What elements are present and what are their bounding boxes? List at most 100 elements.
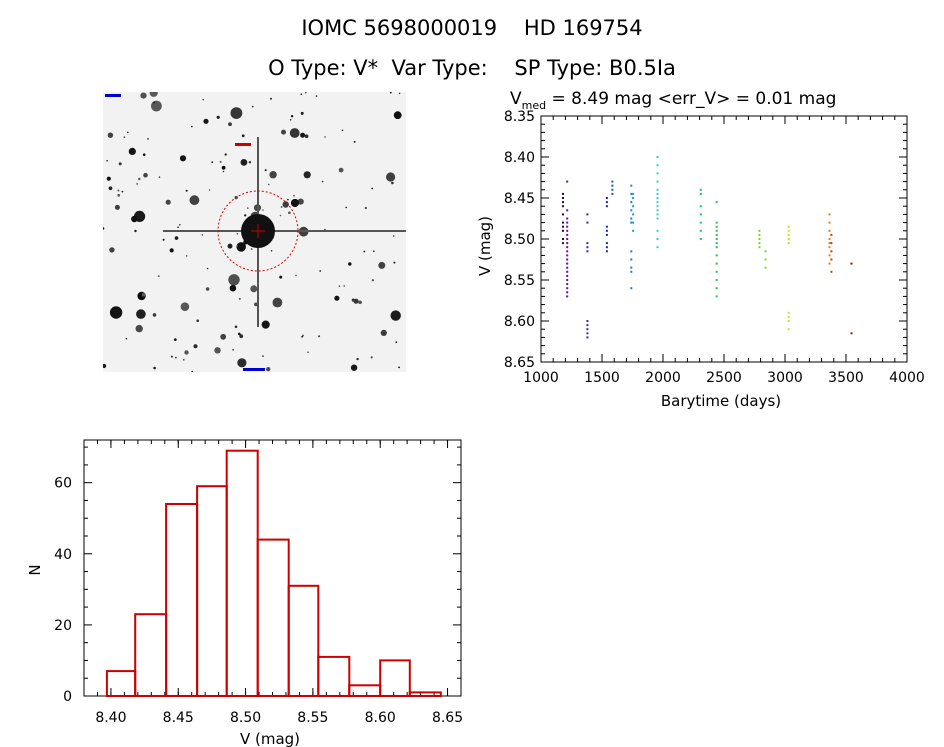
field-star — [189, 195, 200, 206]
data-point — [830, 233, 833, 236]
field-star — [221, 165, 226, 170]
field-star — [219, 160, 222, 163]
data-point — [830, 250, 833, 253]
data-point — [787, 242, 790, 245]
data-point — [566, 274, 569, 277]
field-star — [117, 193, 121, 197]
field-star — [301, 335, 304, 338]
data-point — [787, 315, 790, 318]
field-star — [147, 138, 149, 140]
data-point — [850, 262, 853, 265]
data-point — [605, 197, 608, 199]
field-star — [353, 298, 359, 304]
field-star — [304, 134, 309, 138]
data-point — [566, 238, 569, 240]
field-star — [279, 214, 282, 217]
data-point — [605, 233, 608, 236]
data-point — [586, 332, 589, 335]
data-point — [764, 266, 767, 269]
field-star — [184, 350, 189, 355]
data-point — [656, 156, 659, 158]
field-star — [244, 214, 247, 217]
field-star — [125, 337, 128, 340]
field-star — [239, 334, 244, 339]
x-tick-label: 8.65 — [432, 710, 463, 726]
field-star — [202, 98, 204, 101]
field-star — [131, 215, 138, 223]
field-star — [300, 93, 303, 95]
data-point — [566, 266, 569, 269]
corner-label-marker — [105, 94, 121, 97]
data-point — [566, 246, 569, 249]
field-star — [364, 206, 367, 210]
field-star — [363, 250, 366, 253]
data-point — [566, 180, 569, 183]
data-point — [566, 221, 569, 224]
data-point — [850, 332, 853, 335]
data-point — [611, 180, 614, 183]
field-star — [315, 95, 318, 97]
field-star — [201, 234, 204, 236]
data-point — [715, 201, 718, 204]
data-point — [656, 188, 659, 191]
field-star — [236, 242, 246, 252]
data-point — [632, 213, 635, 216]
data-point — [787, 311, 790, 314]
finder-chart-image — [103, 92, 406, 372]
field-star — [220, 333, 227, 340]
data-point — [566, 254, 569, 257]
field-star — [108, 186, 113, 191]
field-star — [348, 262, 352, 266]
field-star — [211, 161, 214, 164]
y-tick-label: 8.40 — [504, 150, 535, 166]
data-point — [715, 262, 718, 265]
field-star — [353, 140, 356, 143]
histogram-bar — [379, 659, 411, 697]
data-point — [605, 225, 608, 228]
data-point — [715, 229, 718, 232]
histogram-bar — [165, 503, 199, 697]
data-point — [828, 242, 831, 245]
field-star — [136, 309, 146, 319]
field-star — [250, 285, 258, 293]
data-point — [699, 238, 702, 240]
light-curve-title: Vmed = 8.49 mag <err_V> = 0.01 mag — [510, 89, 836, 112]
field-star — [227, 243, 233, 249]
field-star — [343, 285, 345, 287]
data-point — [715, 246, 718, 249]
data-point — [630, 287, 633, 290]
field-star — [214, 347, 221, 354]
field-star — [179, 155, 187, 162]
data-point — [630, 217, 633, 220]
x-tick-label: 1500 — [584, 370, 620, 386]
data-point — [715, 238, 718, 240]
data-point — [632, 221, 635, 224]
data-point — [656, 164, 659, 167]
field-star — [345, 206, 347, 209]
field-star — [237, 358, 247, 368]
field-star — [371, 279, 374, 282]
x-tick-label: 8.45 — [163, 710, 194, 726]
x-tick-label: 3000 — [767, 370, 803, 386]
data-point — [715, 270, 718, 273]
data-point — [605, 229, 608, 232]
data-point — [758, 229, 761, 232]
data-point — [715, 254, 718, 257]
field-star — [208, 189, 211, 191]
data-point — [630, 221, 633, 224]
chart-title-line2: O Type: V* Var Type: SP Type: B0.5Ia — [268, 56, 676, 80]
data-point — [699, 229, 702, 232]
field-star — [279, 275, 283, 279]
data-point — [758, 246, 761, 249]
field-star — [378, 261, 386, 269]
data-point — [566, 295, 569, 298]
field-star — [236, 245, 239, 247]
field-star — [295, 274, 297, 277]
data-point — [630, 258, 633, 261]
data-point — [630, 201, 633, 204]
field-star — [398, 92, 401, 95]
y-tick-label: 20 — [54, 618, 72, 634]
data-point — [611, 192, 614, 195]
data-point — [566, 217, 569, 220]
data-point — [828, 213, 831, 216]
